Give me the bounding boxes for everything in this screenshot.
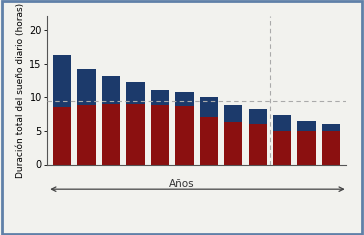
Bar <box>102 76 120 104</box>
Text: Años: Años <box>169 180 195 189</box>
Bar <box>175 93 194 106</box>
Y-axis label: Duración total del sueño diario (horas): Duración total del sueño diario (horas) <box>16 3 25 178</box>
Bar <box>224 105 242 122</box>
Bar <box>102 104 120 164</box>
Bar <box>273 131 291 164</box>
Bar <box>273 115 291 131</box>
Bar <box>249 109 267 124</box>
Bar <box>175 106 194 164</box>
Bar <box>77 69 96 105</box>
Bar <box>199 118 218 164</box>
Bar <box>77 105 96 164</box>
Bar <box>151 105 169 164</box>
Bar <box>53 55 71 107</box>
Bar <box>224 122 242 164</box>
Bar <box>126 82 145 104</box>
Bar <box>199 97 218 118</box>
Bar <box>53 107 71 164</box>
Bar <box>151 90 169 105</box>
Bar <box>297 131 316 164</box>
Bar <box>322 131 340 164</box>
Bar <box>297 121 316 131</box>
Bar <box>249 124 267 164</box>
Bar <box>322 124 340 131</box>
Bar <box>126 104 145 164</box>
